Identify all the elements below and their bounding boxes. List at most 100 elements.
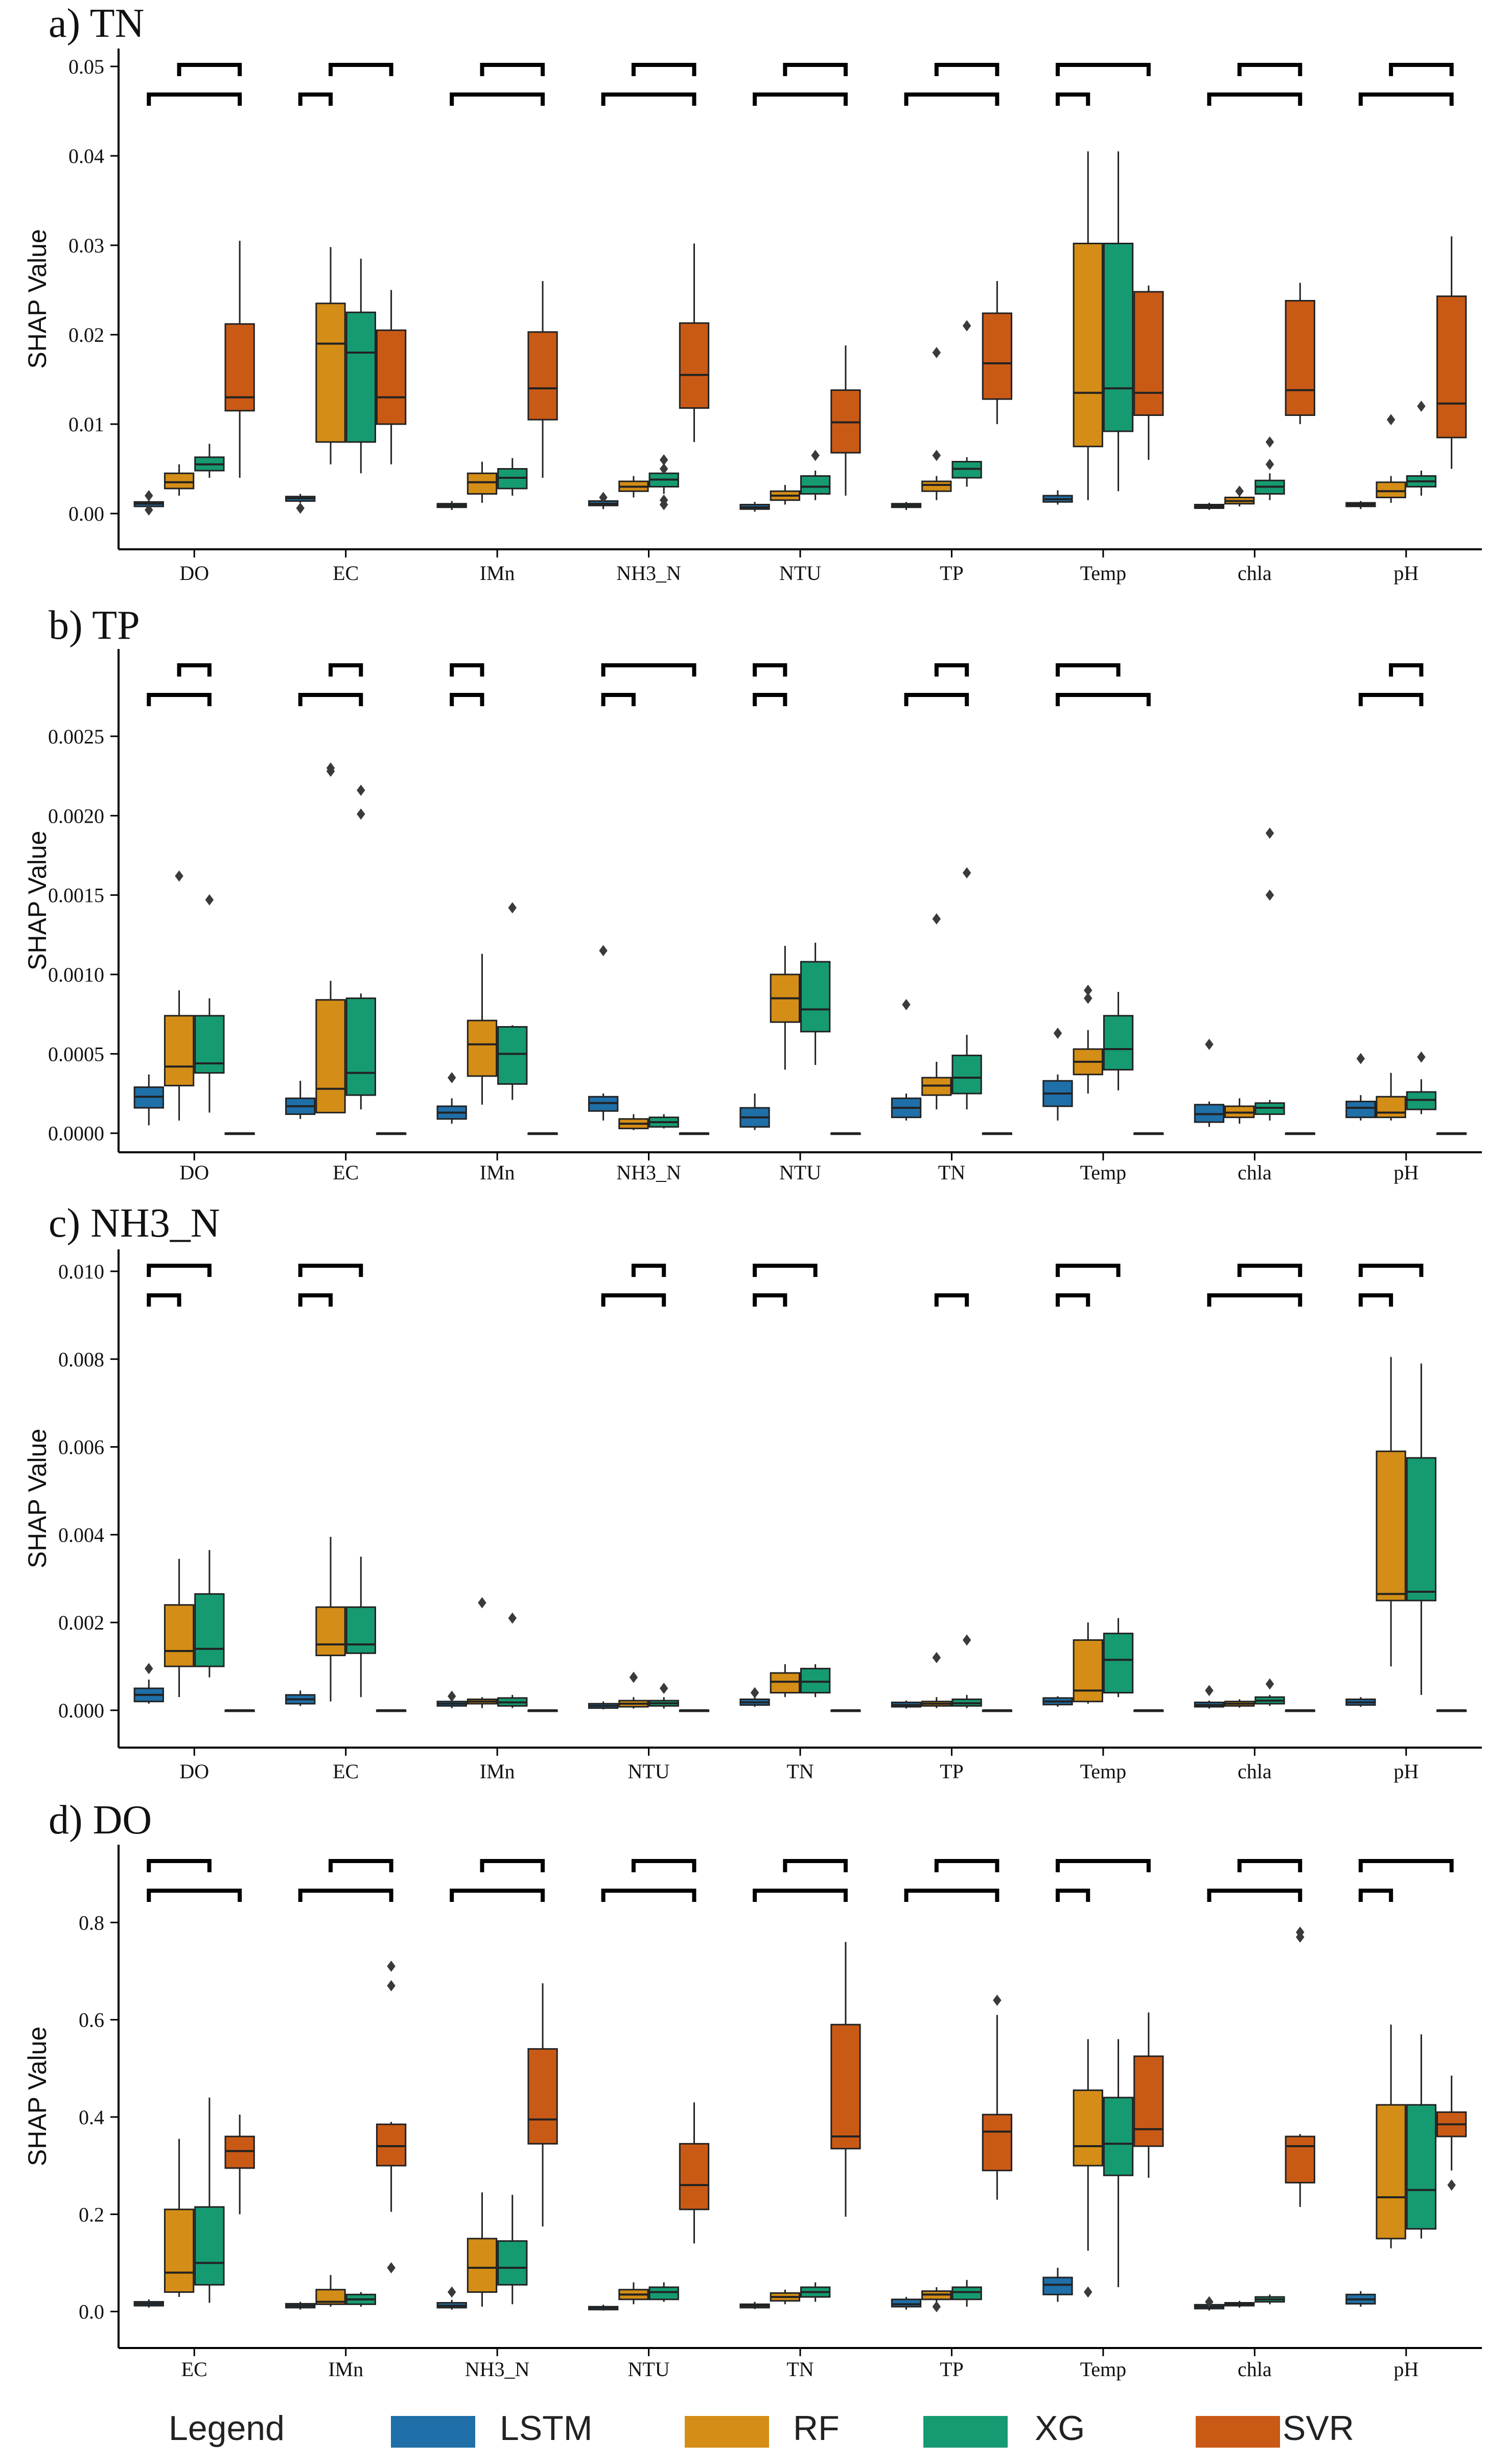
box-svr [982,2113,1013,2172]
box-xg [497,2240,528,2286]
significance-bracket [329,1859,393,1872]
outlier-point [1356,1053,1365,1064]
y-tick-label: 0.01 [68,413,104,436]
panel-3: c) NH3_N SHAP Value 0.000 0.002 0.004 0.006 0.… [23,1201,1482,1783]
significance-bracket [753,693,787,706]
x-tick-label: NH3_N [616,562,681,585]
x-tick-label: DO [179,1161,209,1184]
outlier-point [1083,985,1092,996]
significance-bracket [1237,63,1303,76]
y-tick-label: 0.04 [68,145,104,168]
outlier-point [296,502,305,514]
box-xg [648,2286,679,2300]
outlier-point [1386,414,1396,426]
significance-bracket [601,1293,666,1307]
legend-swatch-svr [1196,2416,1280,2448]
box-svr [679,322,710,409]
significance-bracket [601,663,696,677]
box-rf [315,1606,346,1657]
significance-bracket [450,1889,545,1902]
outlier-point [1417,1051,1426,1063]
box-rf [1376,1450,1406,1601]
panel-title: d) DO [49,1798,152,1843]
outlier-point [811,450,820,461]
box-xg [800,1667,831,1694]
box-xg [1406,1457,1437,1601]
significance-bracket [1389,663,1424,677]
x-tick-label: pH [1393,1161,1419,1184]
outlier-point [1205,1038,1214,1050]
panel-2: b) TP SHAP Value 0.0000 0.0005 0.0010 0.0015 0… [23,603,1482,1184]
panel-title: c) NH3_N [49,1201,220,1246]
legend-swatch-rf [685,2416,769,2448]
significance-bracket [298,1889,393,1902]
significance-bracket [904,1889,999,1902]
outlier-point [932,1652,941,1663]
box-rf [315,303,346,443]
outlier-point [357,784,365,796]
outlier-point [1417,401,1426,412]
x-tick-label: NTU [627,2358,669,2381]
y-tick-label: 0.05 [68,55,104,78]
legend-swatch-lstm [391,2416,475,2448]
significance-bracket [934,1859,999,1872]
box-svr [1285,300,1315,416]
significance-bracket [1358,693,1424,706]
significance-bracket [147,1264,212,1277]
x-tick-label: Temp [1080,1760,1127,1783]
significance-bracket [298,1293,333,1307]
box-rf [1073,2089,1103,2167]
significance-bracket [934,1293,969,1307]
y-tick-label: 0.008 [58,1348,104,1371]
box-svr [376,329,407,425]
box-rf [770,1672,801,1694]
significance-bracket [1207,1293,1303,1307]
box-svr [527,2048,558,2145]
box-svr [1436,295,1467,438]
box-svr [830,2024,861,2150]
x-tick-label: IMn [480,562,515,585]
significance-bracket [601,1889,696,1902]
box-xg [1103,1015,1134,1071]
box-xg [1103,2097,1134,2176]
x-tick-label: TP [940,1760,964,1783]
box-rf [467,1019,498,1077]
y-tick-label: 0.0015 [48,884,104,907]
y-axis-label: SHAP Value [23,1429,52,1568]
significance-bracket [450,693,484,706]
box-xg [194,1593,225,1667]
box-xg [1103,1633,1134,1694]
y-tick-label: 0.000 [58,1699,104,1722]
significance-bracket [601,693,636,706]
outlier-point [205,894,214,905]
significance-bracket [1055,1889,1090,1902]
significance-bracket [298,693,363,706]
significance-bracket [1237,1859,1303,1872]
box-rf [1376,1096,1406,1119]
box-rf [467,2238,498,2293]
significance-bracket [329,63,393,76]
box-svr [527,331,558,421]
x-tick-label: pH [1393,562,1419,585]
y-tick-label: 0.02 [68,323,104,346]
x-tick-label: EC [333,1760,359,1783]
y-tick-label: 0.0020 [48,804,104,827]
significance-bracket [480,63,545,76]
x-tick-label: TP [940,2358,964,2381]
significance-bracket [177,63,242,76]
x-tick-label: TP [940,562,964,585]
y-tick-label: 0.0010 [48,963,104,986]
outlier-point [1083,2286,1092,2298]
y-tick-label: 0.002 [58,1611,104,1634]
outlier-point [1205,2296,1214,2308]
y-tick-label: 0.4 [79,2106,104,2129]
x-tick-label: Temp [1080,562,1127,585]
box-rf [164,472,195,490]
x-tick-label: NTU [779,562,821,585]
box-rf [164,1015,195,1086]
box-svr [982,312,1013,400]
significance-bracket [1358,1293,1393,1307]
significance-bracket [904,693,969,706]
legend-swatch-xg [923,2416,1008,2448]
outlier-point [659,1683,668,1694]
